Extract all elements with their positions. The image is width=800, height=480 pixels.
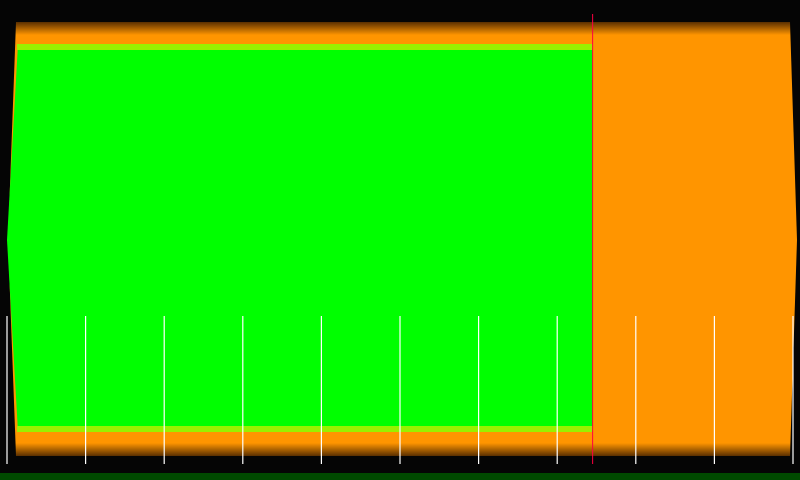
bottom-status-strip — [0, 473, 800, 480]
gauge-fill-top-edge — [17, 44, 593, 50]
gauge-fill — [7, 44, 593, 432]
gauge-fill-bottom-edge — [17, 426, 593, 432]
gauge-ticks — [6, 316, 794, 464]
